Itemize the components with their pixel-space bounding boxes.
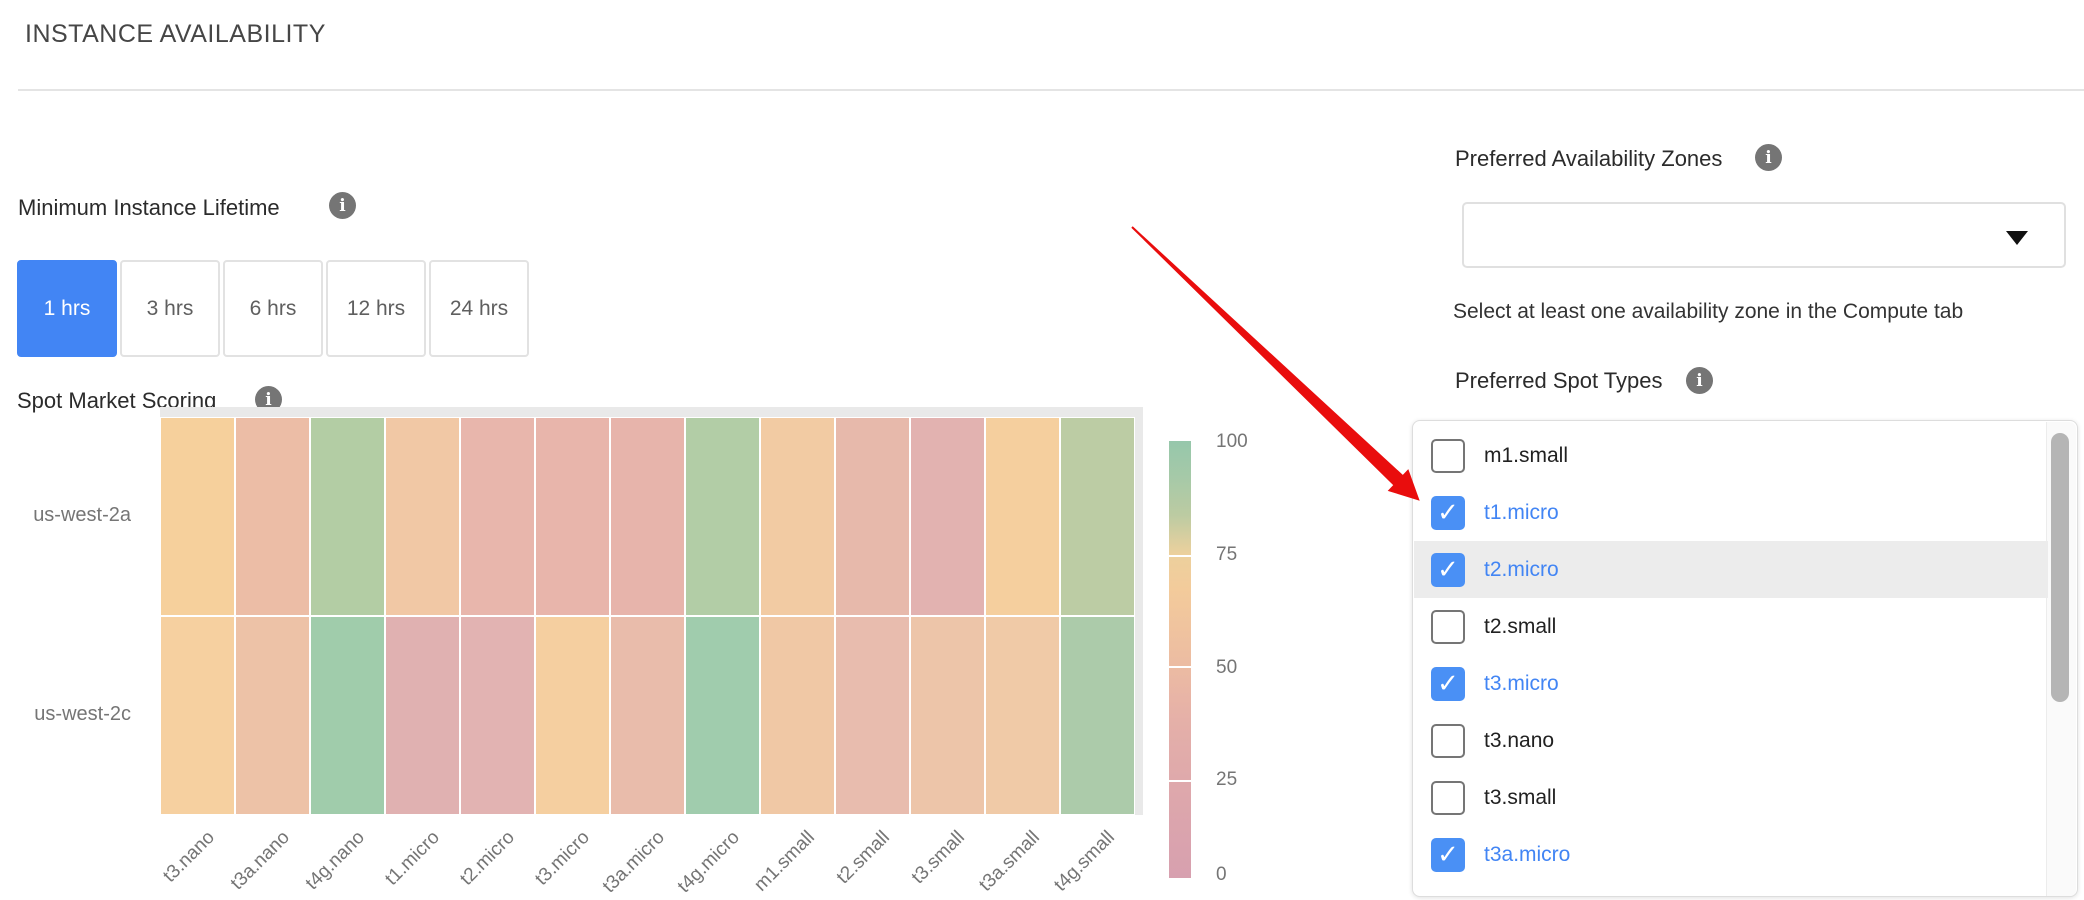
colorbar-divider — [1169, 554, 1191, 557]
preferred-availability-zones-label: Preferred Availability Zones — [1455, 146, 1723, 171]
column-label-t4g.nano: t4g.nano — [301, 827, 369, 895]
availability-zones-dropdown[interactable] — [1462, 202, 2066, 268]
unchecked-checkbox-icon[interactable] — [1431, 780, 1465, 815]
unchecked-checkbox-icon[interactable] — [1431, 723, 1465, 758]
colorbar-tick-75: 75 — [1216, 544, 1238, 565]
column-label-t3a.small: t3a.small — [975, 827, 1044, 896]
column-label-t4g.micro: t4g.micro — [673, 827, 744, 898]
spot-type-label: m1.small — [1484, 443, 1569, 467]
heatmap-cell-us-west-2a-t3.small[interactable] — [910, 417, 985, 616]
heatmap-cell-us-west-2c-t2.micro[interactable] — [460, 616, 535, 815]
spot-type-row-t2.small[interactable]: t2.small — [1414, 598, 2048, 655]
spot-type-row-t2.micro[interactable]: ✓ t2.micro — [1414, 541, 2048, 598]
spot-types-list: m1.small ✓ t1.micro ✓ t2.micro t2.small ✓ t3.mi… — [1412, 420, 2078, 897]
header-divider — [18, 89, 2084, 91]
heatmap-cell-us-west-2a-t3.micro[interactable] — [535, 417, 610, 616]
heatmap-cell-us-west-2a-t3a.small[interactable] — [985, 417, 1060, 616]
lifetime-option-24-hrs[interactable]: 24 hrs — [429, 260, 529, 357]
heatmap-cells — [160, 417, 1135, 815]
scrollbar-thumb[interactable] — [2051, 433, 2069, 702]
column-label-t3.micro: t3.micro — [531, 827, 594, 890]
column-label-t2.micro: t2.micro — [456, 827, 519, 890]
colorbar-tick-100: 100 — [1216, 431, 1248, 452]
heatmap-cell-us-west-2a-t3.nano[interactable] — [160, 417, 235, 616]
spot-type-row-t3a.micro[interactable]: ✓ t3a.micro — [1414, 826, 2048, 883]
heatmap-cell-us-west-2c-t1.micro[interactable] — [385, 616, 460, 815]
spot-type-label: t2.micro — [1484, 557, 1559, 581]
checked-checkbox-icon[interactable]: ✓ — [1431, 837, 1465, 872]
heatmap-cell-us-west-2a-t1.micro[interactable] — [385, 417, 460, 616]
spot-market-heatmap — [160, 407, 1143, 815]
lifetime-option-12-hrs[interactable]: 12 hrs — [326, 260, 426, 357]
info-icon[interactable]: i — [1686, 367, 1713, 394]
heatmap-cell-us-west-2a-t2.micro[interactable] — [460, 417, 535, 616]
spot-type-row-t3.small[interactable]: t3.small — [1414, 769, 2048, 826]
checked-checkbox-icon[interactable]: ✓ — [1431, 666, 1465, 701]
spot-type-label: t1.micro — [1484, 500, 1559, 524]
availability-zones-helper-text: Select at least one availability zone in… — [1453, 300, 1964, 323]
heatmap-cell-us-west-2c-t3.small[interactable] — [910, 616, 985, 815]
column-label-t4g.small: t4g.small — [1050, 827, 1119, 896]
info-icon[interactable]: i — [329, 192, 356, 219]
heatmap-cell-us-west-2a-t2.small[interactable] — [835, 417, 910, 616]
heatmap-cell-us-west-2c-t3a.micro[interactable] — [610, 616, 685, 815]
heatmap-cell-us-west-2c-t3.micro[interactable] — [535, 616, 610, 815]
colorbar-divider — [1169, 666, 1191, 669]
colorbar-tick-50: 50 — [1216, 657, 1238, 678]
spot-type-row-t3.nano[interactable]: t3.nano — [1414, 712, 2048, 769]
unchecked-checkbox-icon[interactable] — [1431, 438, 1465, 473]
heatmap-cell-us-west-2a-t4g.nano[interactable] — [310, 417, 385, 616]
checkmark-icon: ✓ — [1437, 839, 1459, 870]
spot-type-row-t1.micro[interactable]: ✓ t1.micro — [1414, 484, 2048, 541]
heatmap-cell-us-west-2c-t4g.small[interactable] — [1060, 616, 1135, 815]
checkmark-icon: ✓ — [1437, 497, 1459, 528]
spot-type-label: t3.micro — [1484, 671, 1559, 695]
column-label-t1.micro: t1.micro — [381, 827, 444, 890]
minimum-instance-lifetime-label: Minimum Instance Lifetime — [18, 195, 280, 220]
heatmap-cell-us-west-2c-t4g.micro[interactable] — [685, 616, 760, 815]
lifetime-button-group: 1 hrs 3 hrs 6 hrs 12 hrs 24 hrs — [17, 260, 529, 357]
page-title: INSTANCE AVAILABILITY — [25, 20, 326, 48]
heatmap-cell-us-west-2c-m1.small[interactable] — [760, 616, 835, 815]
column-label-m1.small: m1.small — [750, 827, 819, 896]
spot-type-label: t3.small — [1484, 785, 1557, 809]
checkmark-icon: ✓ — [1437, 668, 1459, 699]
column-label-t2.small: t2.small — [832, 827, 894, 889]
info-icon[interactable]: i — [1755, 144, 1782, 171]
column-label-t3a.nano: t3a.nano — [226, 827, 294, 895]
column-label-t3.small: t3.small — [907, 827, 969, 889]
checked-checkbox-icon[interactable]: ✓ — [1431, 552, 1465, 587]
colorbar-tick-25: 25 — [1216, 769, 1238, 790]
preferred-spot-types-label: Preferred Spot Types — [1455, 368, 1663, 393]
row-label-us-west-2c: us-west-2c — [34, 703, 131, 725]
heatmap-cell-us-west-2a-t4g.small[interactable] — [1060, 417, 1135, 616]
colorbar-divider — [1169, 779, 1191, 782]
heatmap-colorbar — [1169, 441, 1191, 878]
heatmap-cell-us-west-2c-t4g.nano[interactable] — [310, 616, 385, 815]
unchecked-checkbox-icon[interactable] — [1431, 609, 1465, 644]
heatmap-cell-us-west-2c-t2.small[interactable] — [835, 616, 910, 815]
heatmap-cell-us-west-2a-t4g.micro[interactable] — [685, 417, 760, 616]
heatmap-cell-us-west-2c-t3.nano[interactable] — [160, 616, 235, 815]
lifetime-option-1-hrs[interactable]: 1 hrs — [17, 260, 117, 357]
column-label-t3.nano: t3.nano — [159, 827, 219, 887]
heatmap-cell-us-west-2a-t3a.nano[interactable] — [235, 417, 310, 616]
lifetime-option-3-hrs[interactable]: 3 hrs — [120, 260, 220, 357]
spot-type-label: t2.small — [1484, 614, 1557, 638]
spot-type-label: t3a.micro — [1484, 842, 1571, 866]
colorbar-tick-0: 0 — [1216, 864, 1227, 885]
heatmap-cell-us-west-2a-m1.small[interactable] — [760, 417, 835, 616]
heatmap-cell-us-west-2c-t3a.small[interactable] — [985, 616, 1060, 815]
heatmap-cell-us-west-2a-t3a.micro[interactable] — [610, 417, 685, 616]
chevron-down-icon — [2006, 231, 2028, 245]
lifetime-option-6-hrs[interactable]: 6 hrs — [223, 260, 323, 357]
checked-checkbox-icon[interactable]: ✓ — [1431, 495, 1465, 530]
spot-type-row-m1.small[interactable]: m1.small — [1414, 427, 2048, 484]
column-label-t3a.micro: t3a.micro — [598, 827, 669, 898]
checkmark-icon: ✓ — [1437, 554, 1459, 585]
spot-type-label: t3.nano — [1484, 728, 1555, 752]
row-label-us-west-2a: us-west-2a — [33, 504, 131, 526]
spot-type-row-t3.micro[interactable]: ✓ t3.micro — [1414, 655, 2048, 712]
heatmap-cell-us-west-2c-t3a.nano[interactable] — [235, 616, 310, 815]
